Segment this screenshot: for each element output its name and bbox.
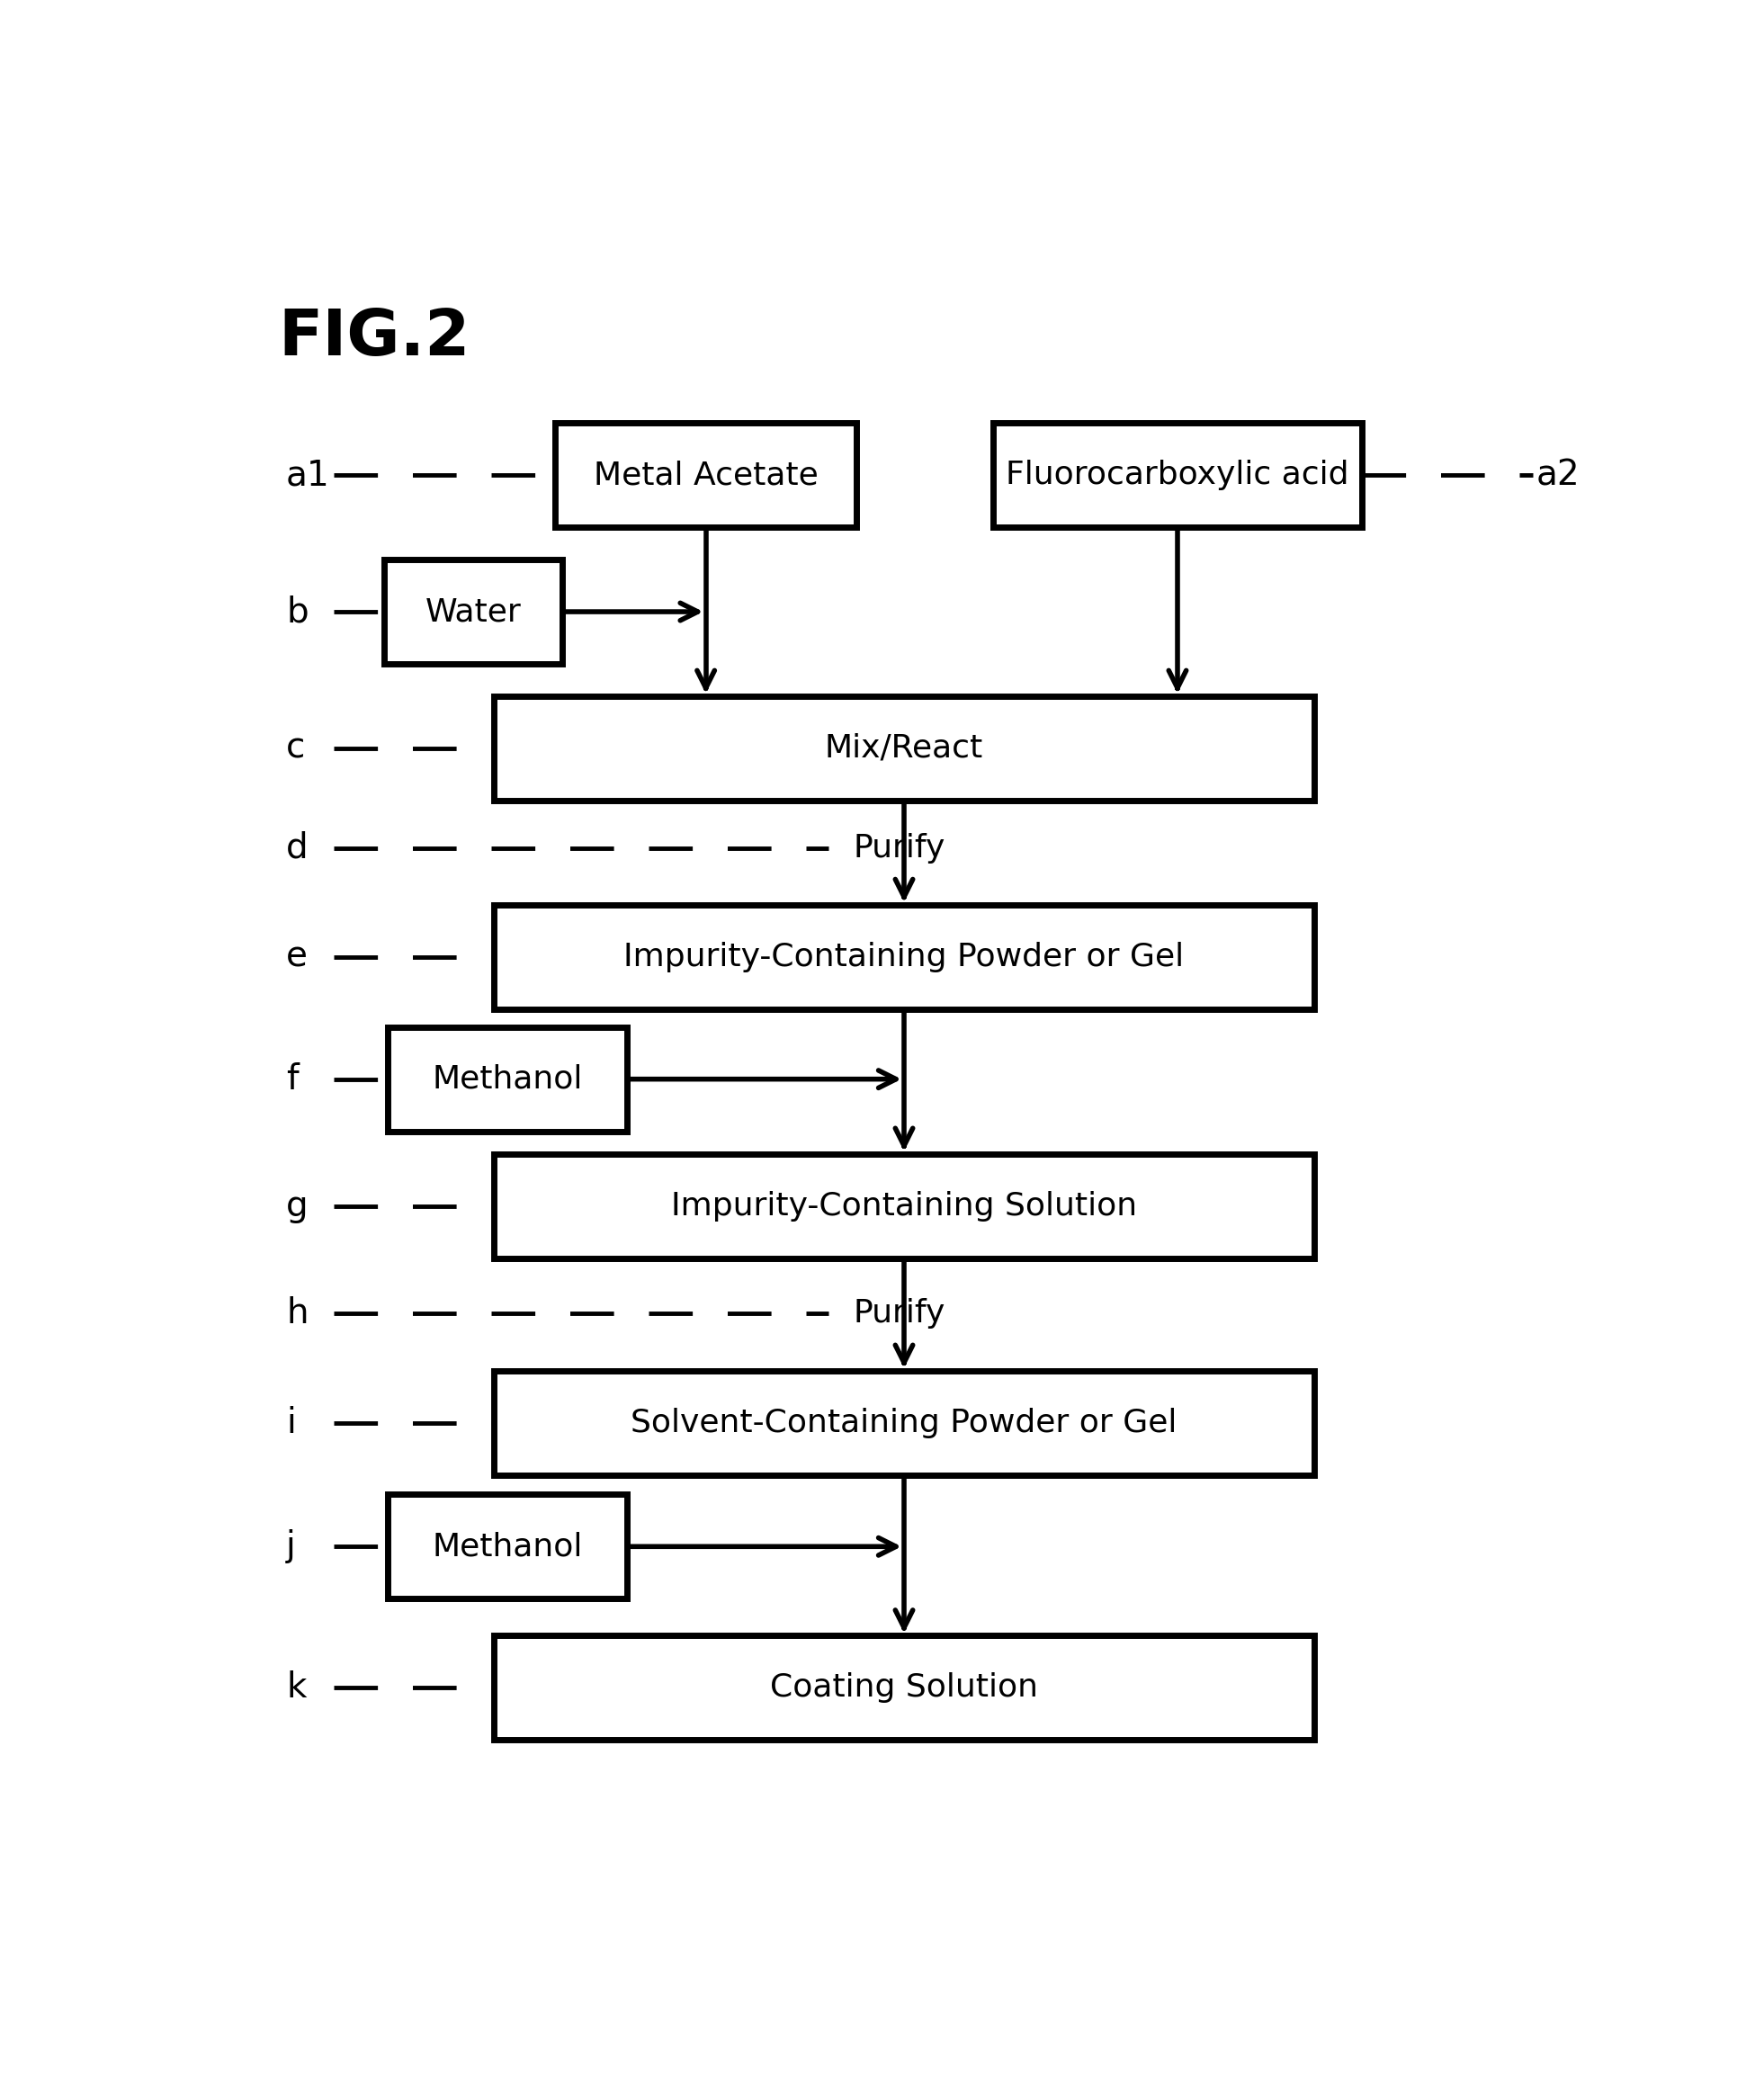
Text: f: f [286,1062,298,1097]
Text: g: g [286,1189,309,1222]
Bar [494,697,1314,801]
Text: Methanol: Methanol [432,1531,582,1562]
Bar [494,905,1314,1010]
Bar [494,1371,1314,1475]
Bar [494,1635,1314,1740]
Text: a1: a1 [286,459,330,492]
Text: Methanol: Methanol [432,1064,582,1095]
Text: Impurity-Containing Powder or Gel: Impurity-Containing Powder or Gel [624,941,1184,972]
Text: a2: a2 [1536,459,1579,492]
Text: Mix/React: Mix/React [826,732,983,763]
Bar [388,1494,628,1598]
Text: Purify: Purify [854,832,946,864]
Text: h: h [286,1297,309,1331]
Text: Solvent-Containing Powder or Gel: Solvent-Containing Powder or Gel [632,1408,1177,1437]
Bar [385,559,563,663]
Text: Coating Solution: Coating Solution [771,1673,1037,1702]
Bar [556,423,856,528]
Bar [388,1026,628,1131]
Text: Purify: Purify [854,1297,946,1329]
Bar [494,1154,1314,1258]
Text: Metal Acetate: Metal Acetate [593,459,818,490]
Text: e: e [286,941,307,974]
Text: j: j [286,1529,296,1564]
Bar [993,423,1362,528]
Text: d: d [286,830,309,866]
Text: Water: Water [425,597,522,628]
Text: Impurity-Containing Solution: Impurity-Containing Solution [670,1191,1138,1220]
Text: i: i [286,1406,296,1439]
Text: FIG.2: FIG.2 [279,307,469,369]
Text: Fluorocarboxylic acid: Fluorocarboxylic acid [1005,459,1349,490]
Text: k: k [286,1671,307,1704]
Text: c: c [286,732,305,766]
Text: b: b [286,595,309,628]
